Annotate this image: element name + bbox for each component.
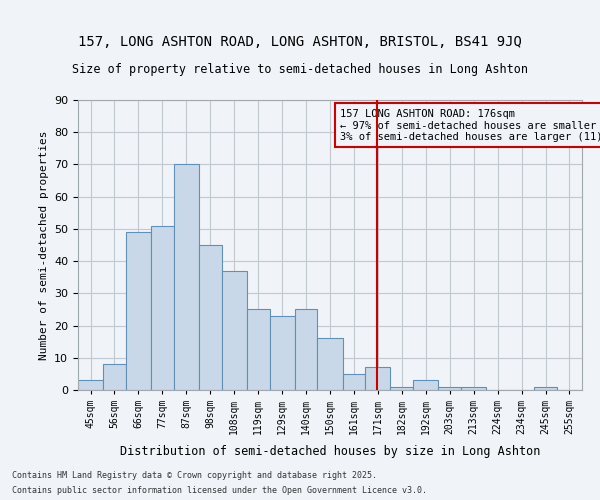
Bar: [221, 271, 247, 390]
Bar: [461, 387, 486, 390]
Bar: [199, 245, 221, 390]
Bar: [365, 368, 391, 390]
Bar: [391, 387, 413, 390]
Text: 157, LONG ASHTON ROAD, LONG ASHTON, BRISTOL, BS41 9JQ: 157, LONG ASHTON ROAD, LONG ASHTON, BRIS…: [78, 35, 522, 49]
Bar: [317, 338, 343, 390]
Bar: [295, 310, 317, 390]
Bar: [78, 380, 103, 390]
Y-axis label: Number of semi-detached properties: Number of semi-detached properties: [38, 130, 49, 360]
Bar: [413, 380, 439, 390]
Bar: [343, 374, 365, 390]
Bar: [247, 310, 269, 390]
Bar: [126, 232, 151, 390]
Bar: [269, 316, 295, 390]
Text: Contains HM Land Registry data © Crown copyright and database right 2025.: Contains HM Land Registry data © Crown c…: [12, 471, 377, 480]
Bar: [103, 364, 126, 390]
Bar: [151, 226, 174, 390]
Bar: [534, 387, 557, 390]
Text: 157 LONG ASHTON ROAD: 176sqm
← 97% of semi-detached houses are smaller (357)
3% : 157 LONG ASHTON ROAD: 176sqm ← 97% of se…: [340, 108, 600, 142]
Bar: [174, 164, 199, 390]
X-axis label: Distribution of semi-detached houses by size in Long Ashton: Distribution of semi-detached houses by …: [120, 446, 540, 458]
Bar: [439, 387, 461, 390]
Text: Size of property relative to semi-detached houses in Long Ashton: Size of property relative to semi-detach…: [72, 62, 528, 76]
Text: Contains public sector information licensed under the Open Government Licence v3: Contains public sector information licen…: [12, 486, 427, 495]
